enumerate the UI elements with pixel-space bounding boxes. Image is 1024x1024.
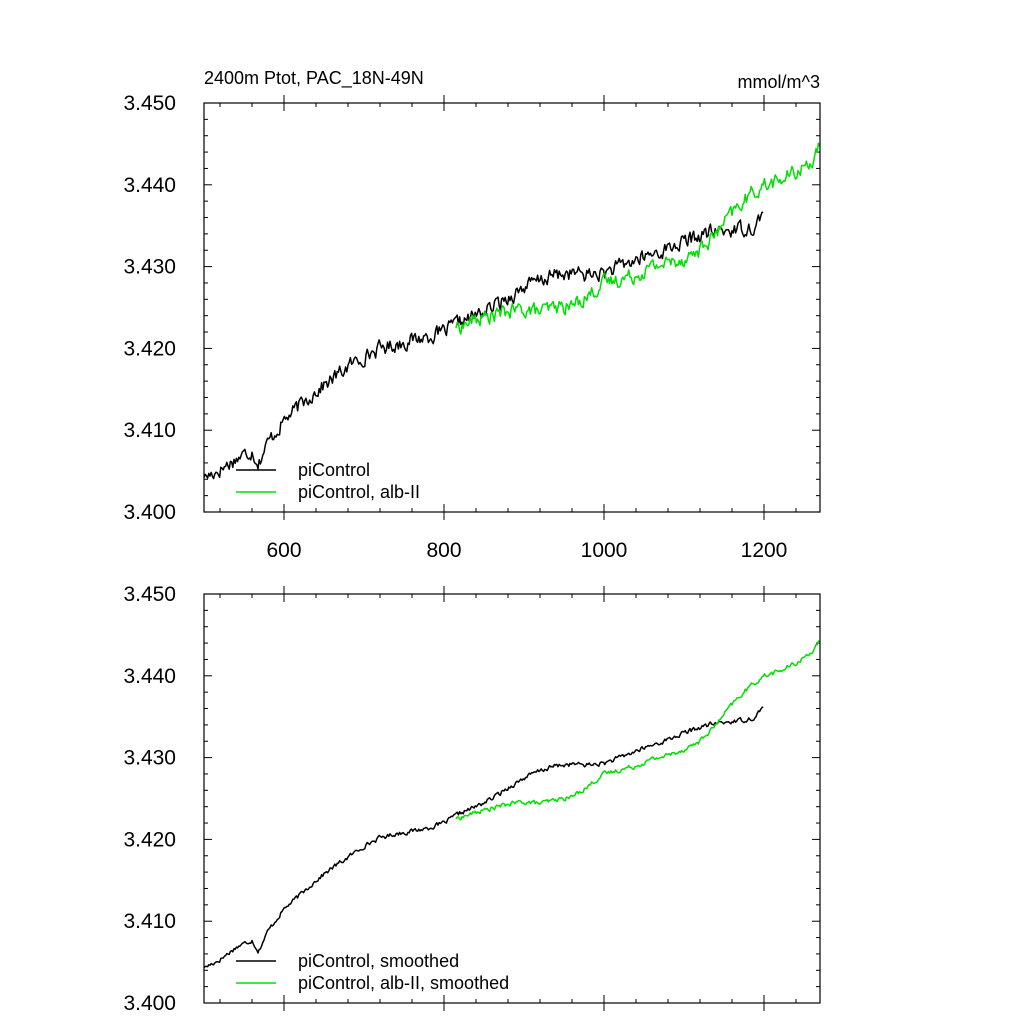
units-label: mmol/m^3 (738, 72, 820, 92)
y-tick-label: 3.430 (123, 747, 176, 770)
y-tick-label: 3.440 (123, 174, 176, 197)
y-tick-label: 3.410 (123, 419, 176, 442)
legend-label: piControl, alb-II (298, 482, 420, 502)
y-tick-label: 3.410 (123, 910, 176, 933)
y-tick-label: 3.430 (123, 256, 176, 279)
axis-ticks (204, 586, 820, 1011)
panel-bottom: 3.400 3.410 3.420 3.430 3.440 3.450 piControl… (123, 583, 821, 1015)
series-lines (203, 640, 820, 969)
x-tick-label: 800 (426, 539, 461, 562)
x-axis-labels: 600 800 1000 1200 (266, 539, 787, 562)
chart-title: 2400m Ptot, PAC_18N-49N (204, 68, 424, 89)
y-axis-labels: 3.400 3.410 3.420 3.430 3.440 3.450 (123, 92, 176, 524)
y-tick-label: 3.400 (123, 992, 176, 1015)
axis-ticks (204, 95, 820, 520)
series-line-green (455, 142, 821, 335)
legend-label: piControl (298, 460, 370, 480)
plot-frame (203, 593, 821, 1004)
y-tick-label: 3.420 (123, 337, 176, 360)
y-tick-label: 3.450 (123, 583, 176, 606)
series-line-black (203, 706, 764, 969)
series-line-black (203, 211, 764, 480)
legend-label: piControl, smoothed (298, 951, 459, 971)
plot-frame (203, 102, 821, 513)
x-tick-label: 600 (266, 539, 301, 562)
x-tick-label: 1000 (581, 539, 628, 562)
y-axis-labels: 3.400 3.410 3.420 3.430 3.440 3.450 (123, 583, 176, 1015)
x-tick-label: 1200 (741, 539, 788, 562)
legend-label: piControl, alb-II, smoothed (298, 973, 509, 993)
series-line-green (455, 640, 820, 821)
series-lines (203, 142, 821, 480)
y-tick-label: 3.450 (123, 92, 176, 115)
panel-top: 2400m Ptot, PAC_18N-49N mmol/m^3 3.4003.… (123, 68, 821, 562)
y-tick-label: 3.440 (123, 665, 176, 688)
y-tick-label: 3.420 (123, 828, 176, 851)
y-tick-label: 3.400 (123, 501, 176, 524)
